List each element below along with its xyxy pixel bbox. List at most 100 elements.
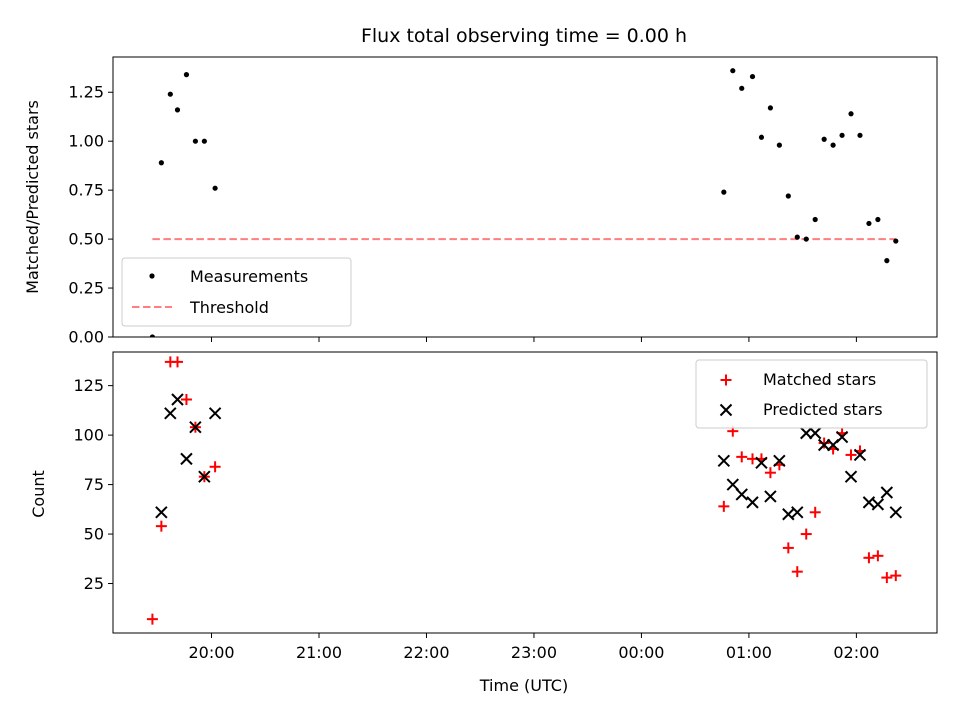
top-legend-box bbox=[121, 257, 352, 327]
predicted-star-point-b bbox=[726, 478, 739, 491]
measurement-point bbox=[201, 138, 207, 144]
matched-star-point bbox=[764, 467, 776, 479]
predicted-star-point bbox=[180, 452, 193, 466]
matched-star-point bbox=[881, 572, 893, 584]
measurement-point bbox=[857, 132, 863, 138]
bottom-legend: Matched stars Predicted stars bbox=[695, 359, 928, 429]
matched-star-point bbox=[863, 552, 875, 564]
predicted-star-point-b bbox=[782, 508, 795, 521]
legend-measurements-label: Measurements bbox=[190, 267, 308, 286]
measurement-point bbox=[866, 220, 872, 227]
predicted-star-point bbox=[835, 430, 849, 444]
predicted-star-point bbox=[719, 403, 733, 417]
measurement-point bbox=[884, 258, 890, 264]
predicted-star-point bbox=[853, 448, 867, 462]
top-y-tick-label: 1.25 bbox=[68, 83, 104, 102]
measurement-point bbox=[776, 142, 782, 148]
predicted-star-point bbox=[871, 498, 885, 511]
measurement-point bbox=[785, 193, 791, 199]
measurement-point bbox=[192, 138, 198, 144]
matched-star-point bbox=[180, 393, 192, 405]
bottom-x-tick-label: 23:00 bbox=[511, 643, 557, 662]
top-y-tick-label: 0.50 bbox=[68, 230, 104, 249]
predicted-star-point bbox=[198, 470, 211, 483]
measurement-point bbox=[794, 234, 800, 240]
bottom-x-tick-label: 22:00 bbox=[403, 643, 449, 662]
predicted-star-point bbox=[817, 438, 831, 452]
predicted-star-point-b bbox=[198, 470, 211, 483]
measurement-point bbox=[174, 107, 181, 113]
x-axis-label: Time (UTC) bbox=[479, 676, 568, 695]
top-legend: Measurements Threshold bbox=[121, 257, 352, 327]
top-plot-area bbox=[149, 68, 899, 337]
bottom-panel: 25 50 75 100 125 20:00 21:00 22:00 23:00 00:00 01:… bbox=[73, 351, 938, 662]
legend-matched-label: Matched stars bbox=[763, 370, 876, 389]
predicted-star-point bbox=[755, 456, 768, 470]
matched-star-point bbox=[818, 437, 830, 449]
predicted-star-point bbox=[735, 488, 748, 501]
matched-star-point bbox=[791, 566, 803, 578]
predicted-star-point bbox=[171, 393, 184, 406]
predicted-star-point bbox=[880, 486, 894, 499]
predicted-star-point-b bbox=[853, 448, 867, 462]
bottom-y-tick-label: 50 bbox=[84, 525, 104, 544]
measurement-point bbox=[821, 136, 827, 142]
predicted-star-point bbox=[746, 496, 759, 509]
predicted-star-point bbox=[889, 506, 903, 519]
predicted-star-point bbox=[208, 407, 222, 420]
bottom-x-tick-label: 20:00 bbox=[188, 643, 234, 662]
matched-star-point bbox=[872, 550, 884, 562]
matched-star-point bbox=[155, 520, 167, 532]
predicted-star-point-b bbox=[800, 426, 813, 440]
bottom-legend-box bbox=[695, 359, 928, 429]
bottom-y-tick-label: 100 bbox=[73, 426, 104, 445]
predicted-star-point-b bbox=[735, 488, 748, 501]
predicted-star-point bbox=[808, 426, 822, 440]
matched-star-point bbox=[890, 570, 902, 582]
matched-star-point bbox=[171, 356, 183, 368]
measurement-point bbox=[875, 216, 881, 223]
predicted-star-point bbox=[717, 454, 731, 468]
bottom-y-tick-label: 75 bbox=[84, 475, 104, 494]
predicted-star-point-b bbox=[844, 470, 858, 483]
predicted-star-point bbox=[844, 470, 858, 483]
top-y-tick-label: 0.75 bbox=[68, 181, 104, 200]
matched-star-point bbox=[782, 542, 794, 554]
predicted-star-point bbox=[164, 407, 177, 420]
measurement-point bbox=[848, 111, 854, 117]
matched-star-point bbox=[809, 506, 821, 518]
bottom-y-tick-label: 125 bbox=[73, 376, 104, 395]
measurement-point bbox=[803, 236, 809, 242]
measurement-point bbox=[812, 216, 818, 223]
measurement-point bbox=[758, 134, 765, 140]
measurement-point bbox=[730, 68, 736, 74]
bottom-plot-area bbox=[146, 356, 903, 625]
bottom-y-axis-label: Count bbox=[29, 470, 48, 518]
measurement-point bbox=[893, 238, 899, 244]
predicted-star-point bbox=[726, 478, 739, 491]
matched-star-point bbox=[718, 500, 730, 512]
predicted-star-point-b bbox=[791, 506, 804, 519]
matched-star-point bbox=[800, 528, 812, 540]
predicted-star-point-b bbox=[817, 438, 831, 452]
measurement-point bbox=[839, 132, 845, 138]
bottom-axes-frame bbox=[112, 351, 938, 634]
predicted-star-point-b bbox=[155, 506, 168, 519]
predicted-star-point-b bbox=[889, 506, 903, 519]
bottom-x-tick-label: 00:00 bbox=[618, 643, 664, 662]
predicted-star-point-b bbox=[719, 403, 733, 417]
predicted-star-point bbox=[791, 506, 804, 519]
top-axes-frame bbox=[112, 56, 938, 338]
measurement-point bbox=[158, 160, 164, 166]
predicted-star-point-b bbox=[871, 498, 885, 511]
measurement-point bbox=[183, 72, 190, 78]
predicted-star-point-b bbox=[208, 407, 222, 420]
matched-star-point bbox=[845, 449, 857, 461]
chart-title: Flux total observing time = 0.00 h bbox=[361, 25, 687, 47]
predicted-star-point-b bbox=[773, 454, 786, 468]
measurement-point bbox=[767, 105, 774, 111]
measurement-point bbox=[167, 91, 173, 97]
predicted-star-point-b bbox=[835, 430, 849, 444]
matched-star-point bbox=[209, 461, 221, 473]
